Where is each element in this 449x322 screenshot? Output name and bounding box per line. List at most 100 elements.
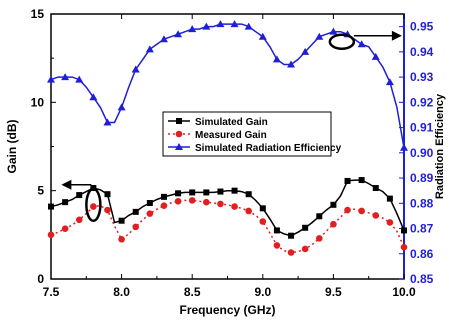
data-point	[61, 225, 69, 232]
highlight-ellipse	[85, 187, 102, 223]
legend-swatch-marker	[175, 143, 183, 150]
series-simulated-gain	[48, 177, 407, 239]
data-point	[272, 55, 281, 63]
annotation-layer	[61, 30, 402, 223]
data-point	[174, 197, 182, 205]
data-point	[131, 65, 140, 73]
data-point	[358, 177, 365, 184]
y2-tick-label: 0.92	[410, 95, 434, 109]
data-point	[61, 73, 70, 81]
data-point	[385, 78, 394, 86]
data-point	[330, 201, 337, 208]
data-point	[175, 190, 182, 197]
data-point	[287, 60, 296, 68]
data-point	[89, 93, 98, 101]
series-layer	[47, 20, 408, 256]
data-point	[315, 235, 323, 242]
y2-tick-label: 0.91	[410, 121, 434, 135]
data-point	[217, 188, 224, 195]
data-point	[104, 206, 111, 214]
data-point	[302, 224, 309, 231]
data-point	[301, 245, 309, 253]
series-line	[50, 23, 405, 148]
data-point	[258, 32, 267, 40]
data-point	[76, 192, 83, 199]
data-point	[288, 232, 295, 239]
data-point	[344, 206, 351, 214]
data-point	[47, 75, 55, 83]
legend-label: Measured Gain	[195, 130, 267, 141]
data-point	[330, 220, 337, 228]
data-point	[259, 218, 267, 225]
x-tick-label: 8.0	[113, 285, 130, 299]
y2-tick-label: 0.87	[410, 222, 434, 236]
data-point	[287, 249, 295, 256]
legend-box	[162, 111, 332, 157]
data-point	[231, 187, 238, 194]
data-point	[316, 213, 323, 220]
y2-tick-label: 0.89	[410, 171, 434, 185]
data-point	[357, 40, 366, 48]
data-point	[188, 25, 197, 33]
x-tick-label: 10.0	[392, 285, 416, 299]
data-point	[245, 207, 252, 215]
data-point	[132, 208, 139, 215]
data-point	[400, 143, 408, 151]
data-point	[217, 200, 224, 208]
data-point	[118, 217, 125, 224]
data-point	[48, 203, 54, 210]
data-point	[358, 207, 365, 215]
data-point	[62, 199, 69, 206]
data-point	[146, 200, 153, 207]
data-point	[371, 52, 380, 60]
data-point	[203, 198, 210, 206]
data-point	[344, 177, 351, 184]
arrow-head	[61, 179, 72, 190]
axes-layer: 7.5 8.0 8.5 9.0 9.5 10.0 0 5 10 15 0.85 0.86 0.87 0.8…	[5, 7, 446, 317]
data-point	[230, 20, 239, 28]
data-point	[75, 216, 83, 224]
y2-tick-label: 0.85	[410, 272, 434, 286]
data-point	[159, 35, 168, 43]
data-point	[104, 191, 111, 198]
data-point	[160, 202, 168, 209]
y-tick-label: 5	[37, 184, 44, 198]
data-point	[386, 195, 393, 202]
data-point	[273, 227, 280, 234]
annotation-right	[328, 30, 402, 51]
data-point	[216, 20, 225, 28]
data-point	[188, 197, 196, 204]
data-point	[117, 103, 126, 111]
y2-tick-label: 0.93	[410, 70, 434, 84]
data-point	[160, 193, 167, 200]
data-point	[203, 189, 210, 196]
legend-swatch-marker	[176, 118, 182, 124]
x-axis-title: Frequency (GHz)	[179, 303, 275, 317]
x-tick-label: 7.5	[43, 285, 60, 299]
x-tick-label: 8.5	[184, 285, 201, 299]
annotation-left	[61, 179, 102, 223]
data-point	[189, 189, 196, 196]
y2-tick-label: 0.90	[410, 146, 434, 160]
series-simulated-radiation-efficiency	[47, 20, 408, 151]
data-point	[231, 203, 238, 210]
data-point	[372, 185, 379, 192]
y-axis-title: Gain (dB)	[5, 120, 19, 174]
y2-axis-title: Radiation Efficiency	[434, 93, 446, 199]
data-point	[118, 235, 125, 243]
data-point	[202, 22, 211, 30]
y2-tick-label: 0.86	[410, 247, 434, 261]
y2-tick-label: 0.95	[410, 20, 434, 34]
data-point	[329, 27, 338, 35]
data-point	[145, 45, 154, 53]
data-point	[401, 227, 407, 234]
data-point	[132, 223, 140, 231]
x-tick-label: 9.0	[254, 285, 271, 299]
legend-swatch-marker	[175, 130, 183, 138]
data-point	[47, 231, 55, 239]
y-tick-label: 15	[31, 7, 45, 21]
data-point	[315, 32, 324, 40]
highlight-ellipse	[328, 33, 356, 51]
